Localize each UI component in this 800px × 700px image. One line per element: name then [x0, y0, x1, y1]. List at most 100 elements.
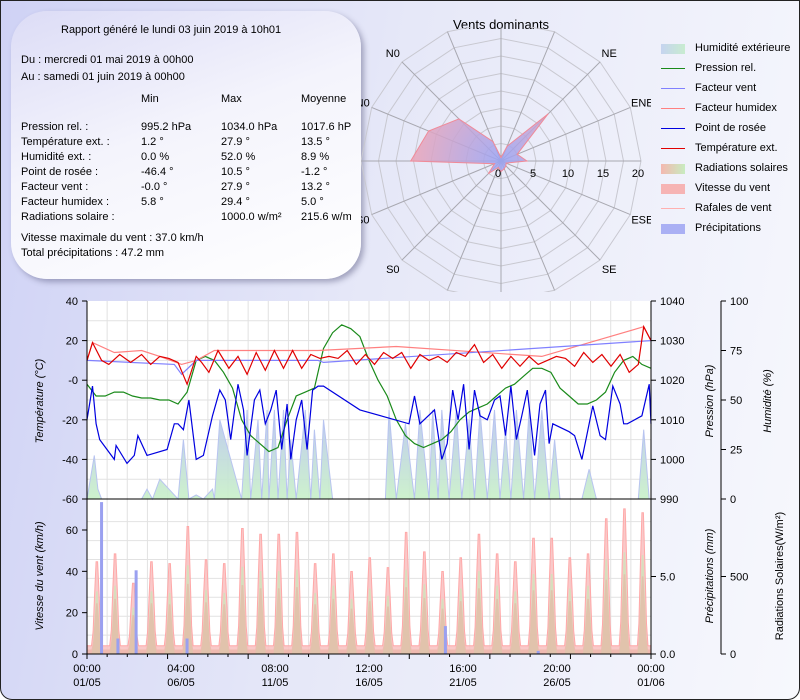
- row-min: -0.0 °: [141, 181, 168, 193]
- series-line-0: [86, 324, 652, 386]
- series-wind-gust-area: [87, 508, 651, 654]
- y-right2-title: Humidité (%): [762, 369, 774, 433]
- legend-swatch: [661, 184, 685, 194]
- rose-direction-label: ESE: [631, 215, 651, 227]
- legend-label: Précipitations: [695, 222, 762, 234]
- legend-item: Humidité extérieure: [661, 42, 799, 56]
- rose-direction-label: N0: [386, 48, 400, 60]
- legend-label: Pression rel.: [695, 62, 757, 74]
- row-min: 0.0 %: [141, 151, 170, 163]
- rose-point: [506, 145, 508, 147]
- legend-swatch: [661, 164, 685, 174]
- y-right1-tick: 5.0: [660, 572, 675, 584]
- precip-bar: [134, 570, 138, 654]
- legend-item: Facteur vent: [661, 82, 799, 96]
- row-avg: 215.6 w/m²: [301, 211, 351, 223]
- rose-point: [497, 166, 499, 169]
- y-left-title: Température (°C): [34, 358, 46, 443]
- legend-swatch: [661, 44, 685, 54]
- row-min: 5.8 °: [141, 196, 164, 208]
- y-right1-tick: 0.0: [660, 649, 675, 661]
- period-from: Du : mercredi 01 mai 2019 à 00h00: [21, 54, 194, 66]
- total-precip-text: Total précipitations : 47.2 mm: [21, 247, 165, 259]
- row-max: 52.0 %: [221, 151, 256, 163]
- rose-point: [526, 160, 528, 162]
- row-max: 27.9 °: [221, 136, 250, 148]
- y-left-tick: 20: [66, 336, 78, 348]
- rose-spoke: [500, 160, 556, 291]
- rose-point: [493, 163, 496, 165]
- rose-point: [503, 168, 505, 170]
- x-tick-date: 11/05: [262, 677, 289, 689]
- legend-item: Vitesse du vent: [661, 182, 799, 196]
- legend-item: Rafales de vent: [661, 202, 799, 216]
- row-min: 1.2 °: [141, 136, 164, 148]
- series-wind-speed-area: [87, 574, 651, 654]
- legend-item: Température ext.: [661, 142, 799, 156]
- row-avg: -1.2 °: [301, 166, 328, 178]
- legend-label: Point de rosée: [695, 122, 766, 134]
- y-right1-tick: 990: [660, 494, 678, 506]
- row-max: 1034.0 hPa: [221, 121, 278, 133]
- rose-point: [505, 162, 507, 164]
- rose-spoke: [401, 160, 502, 261]
- y-right1-title: Précipitations (mm): [704, 528, 716, 623]
- rose-direction-label: S0: [386, 264, 399, 276]
- row-label: Facteur humidex :: [21, 196, 110, 208]
- y-right1-tick: 1040: [660, 296, 684, 308]
- y-left-tick: 0: [72, 649, 78, 661]
- rose-spoke: [500, 106, 631, 162]
- y-right2-tick: 50: [730, 395, 742, 407]
- y-left-tick: 40: [66, 296, 78, 308]
- rose-point: [500, 156, 502, 159]
- y-left-title: Vitesse du vent (km/h): [34, 521, 46, 631]
- legend-label: Radiations solaires: [695, 162, 788, 174]
- y-right2-tick: 500: [730, 572, 748, 584]
- x-tick-time: 08:00: [261, 663, 289, 675]
- rose-r-tick: 15: [597, 168, 609, 180]
- row-avg: 5.0 °: [301, 196, 324, 208]
- y-right2-tick: 75: [730, 346, 742, 358]
- row-avg: 13.2 °: [301, 181, 330, 193]
- x-tick-date: 01/05: [73, 677, 101, 689]
- legend-label: Facteur humidex: [695, 102, 777, 114]
- x-tick-date: 06/05: [167, 677, 195, 689]
- col-min-header: Min: [141, 93, 159, 105]
- series-line-3: [86, 383, 652, 465]
- precip-bar: [116, 638, 120, 654]
- x-tick-time: 16:00: [449, 663, 477, 675]
- rose-point: [488, 172, 490, 174]
- rose-direction-label: SE: [602, 264, 617, 276]
- row-label: Température ext. :: [21, 136, 110, 148]
- x-tick-date: 01/06: [637, 677, 665, 689]
- y-left-tick: 40: [66, 566, 78, 578]
- rose-point: [458, 118, 460, 120]
- rose-spoke: [500, 31, 556, 162]
- series-line-4: [86, 324, 652, 453]
- y-left-tick: -60: [62, 494, 78, 506]
- precip-bar: [100, 502, 104, 654]
- rose-point: [547, 113, 549, 115]
- legend-label: Facteur vent: [695, 82, 757, 94]
- rose-point: [492, 140, 494, 143]
- x-tick-time: 00:00: [637, 663, 665, 675]
- y-right2-tick: 0: [730, 494, 736, 506]
- period-to: Au : samedi 01 juin 2019 à 00h00: [21, 71, 185, 83]
- legend-label: Humidité extérieure: [695, 42, 791, 54]
- row-max: 1000.0 w/m²: [221, 211, 282, 223]
- legend-item: Facteur humidex: [661, 102, 799, 116]
- rose-spoke: [446, 31, 502, 162]
- rose-point: [505, 165, 507, 167]
- legend-swatch: [661, 208, 685, 209]
- col-max-header: Max: [221, 93, 242, 105]
- precip-bar: [443, 626, 447, 654]
- rose-direction-label: 0S0: [361, 215, 369, 227]
- y-left-tick: 20: [66, 608, 78, 620]
- y-right2-tick: 25: [730, 445, 742, 457]
- wind-rose-chart: 05101520NNNENEENEEESESESSESSS0S00S000N0N…: [361, 27, 651, 292]
- legend-swatch: [661, 128, 685, 129]
- legend-swatch: [661, 68, 685, 69]
- legend-swatch: [661, 88, 685, 89]
- y-left-tick: -40: [62, 454, 78, 466]
